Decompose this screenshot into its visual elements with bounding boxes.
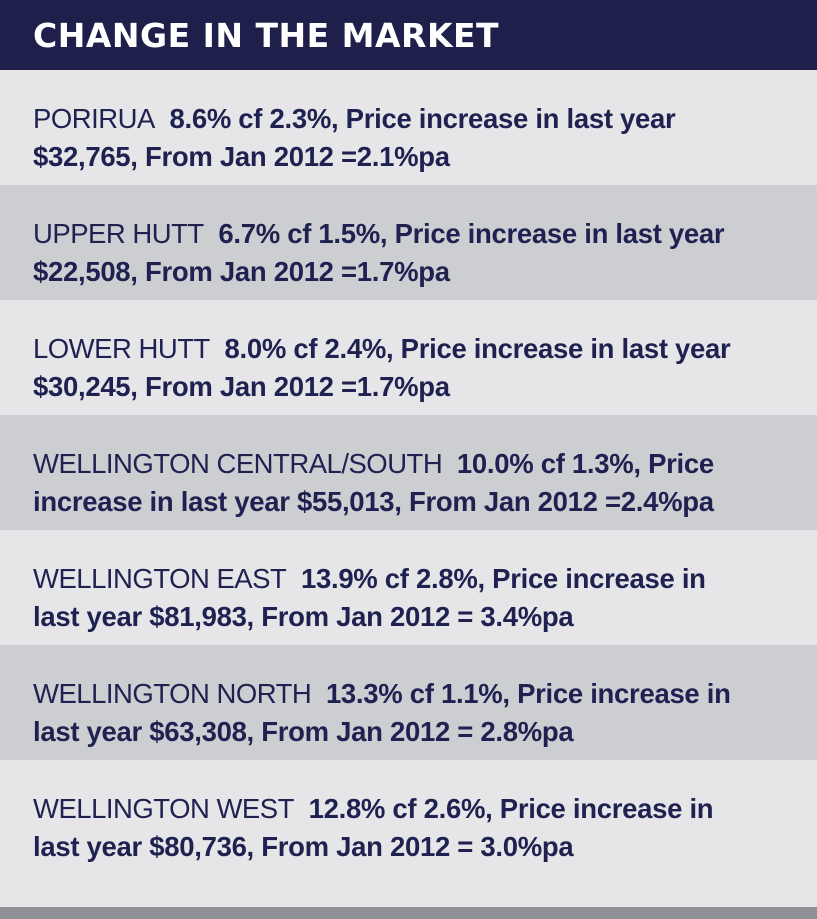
- area-stats: 8.6% cf 2.3%, Price increase in last yea…: [169, 103, 676, 134]
- area-name: WELLINGTON WEST: [33, 793, 294, 824]
- footer-divider: [0, 907, 817, 919]
- list-item-lower-hutt: LOWER HUTT 8.0% cf 2.4%, Price increase …: [0, 300, 817, 415]
- area-name: UPPER HUTT: [33, 218, 204, 249]
- area-stats: 13.3% cf 1.1%, Price increase in: [325, 678, 731, 709]
- list-item-wellington-north: WELLINGTON NORTH 13.3% cf 1.1%, Price in…: [0, 645, 817, 760]
- row-line-1: LOWER HUTT 8.0% cf 2.4%, Price increase …: [33, 330, 797, 368]
- list-item-wellington-east: WELLINGTON EAST 13.9% cf 2.8%, Price inc…: [0, 530, 817, 645]
- list-item-upper-hutt: UPPER HUTT 6.7% cf 1.5%, Price increase …: [0, 185, 817, 300]
- row-line-2: $32,765, From Jan 2012 =2.1%pa: [33, 141, 450, 172]
- area-name: WELLINGTON CENTRAL/SOUTH: [33, 448, 443, 479]
- area-stats: 10.0% cf 1.3%, Price: [456, 448, 714, 479]
- row-line-2: last year $81,983, From Jan 2012 = 3.4%p…: [33, 601, 574, 632]
- area-name: WELLINGTON EAST: [33, 563, 287, 594]
- header-bar: CHANGE IN THE MARKET: [0, 0, 817, 70]
- area-name: PORIRUA: [33, 103, 155, 134]
- page-title: CHANGE IN THE MARKET: [33, 15, 500, 55]
- area-stats: 8.0% cf 2.4%, Price increase in last yea…: [224, 333, 731, 364]
- area-stats: 6.7% cf 1.5%, Price increase in last yea…: [218, 218, 725, 249]
- list-item-porirua: PORIRUA 8.6% cf 2.3%, Price increase in …: [0, 70, 817, 185]
- market-change-list: PORIRUA 8.6% cf 2.3%, Price increase in …: [0, 70, 817, 875]
- row-line-1: UPPER HUTT 6.7% cf 1.5%, Price increase …: [33, 215, 797, 253]
- row-line-2: last year $80,736, From Jan 2012 = 3.0%p…: [33, 831, 574, 862]
- area-name: LOWER HUTT: [33, 333, 210, 364]
- row-line-2: last year $63,308, From Jan 2012 = 2.8%p…: [33, 716, 574, 747]
- row-line-1: PORIRUA 8.6% cf 2.3%, Price increase in …: [33, 100, 797, 138]
- row-line-1: WELLINGTON NORTH 13.3% cf 1.1%, Price in…: [33, 675, 797, 713]
- area-stats: 12.8% cf 2.6%, Price increase in: [308, 793, 714, 824]
- row-line-1: WELLINGTON WEST 12.8% cf 2.6%, Price inc…: [33, 790, 797, 828]
- list-item-wellington-central-south: WELLINGTON CENTRAL/SOUTH 10.0% cf 1.3%, …: [0, 415, 817, 530]
- row-line-2: $22,508, From Jan 2012 =1.7%pa: [33, 256, 450, 287]
- row-line-2: increase in last year $55,013, From Jan …: [33, 486, 714, 517]
- area-stats: 13.9% cf 2.8%, Price increase in: [300, 563, 706, 594]
- area-name: WELLINGTON NORTH: [33, 678, 312, 709]
- list-item-wellington-west: WELLINGTON WEST 12.8% cf 2.6%, Price inc…: [0, 760, 817, 875]
- row-line-1: WELLINGTON CENTRAL/SOUTH 10.0% cf 1.3%, …: [33, 445, 797, 483]
- row-line-2: $30,245, From Jan 2012 =1.7%pa: [33, 371, 450, 402]
- row-line-1: WELLINGTON EAST 13.9% cf 2.8%, Price inc…: [33, 560, 797, 598]
